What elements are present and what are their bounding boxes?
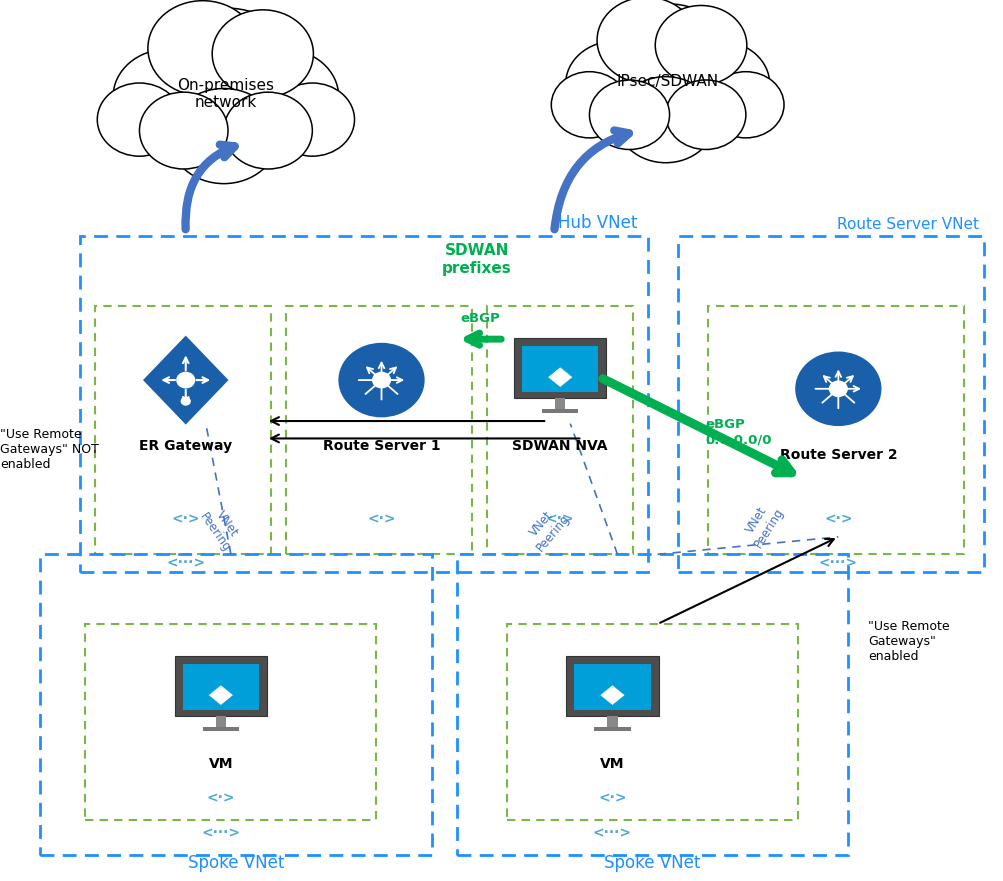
Text: <·>: <·> bbox=[546, 513, 574, 527]
Circle shape bbox=[565, 41, 664, 127]
Circle shape bbox=[597, 0, 695, 84]
Polygon shape bbox=[141, 334, 230, 426]
Text: <···>: <···> bbox=[818, 556, 857, 570]
Circle shape bbox=[655, 5, 746, 85]
Circle shape bbox=[337, 342, 425, 418]
Circle shape bbox=[212, 10, 313, 98]
Circle shape bbox=[665, 80, 745, 150]
Bar bbox=[507, 624, 797, 820]
FancyArrowPatch shape bbox=[271, 434, 579, 442]
Text: VNet
Peering: VNet Peering bbox=[738, 498, 786, 550]
Circle shape bbox=[147, 1, 257, 96]
Bar bbox=[183, 663, 259, 709]
Circle shape bbox=[793, 351, 882, 427]
Polygon shape bbox=[599, 685, 625, 706]
Text: VNet
Peering: VNet Peering bbox=[522, 502, 572, 554]
FancyArrowPatch shape bbox=[467, 333, 500, 345]
Circle shape bbox=[707, 71, 783, 138]
FancyArrowPatch shape bbox=[554, 130, 628, 229]
Bar bbox=[286, 306, 471, 554]
Circle shape bbox=[828, 381, 847, 396]
Circle shape bbox=[149, 8, 302, 140]
Circle shape bbox=[670, 41, 769, 127]
Circle shape bbox=[616, 77, 714, 163]
Text: Route Server 2: Route Server 2 bbox=[778, 448, 897, 462]
Text: <·>: <·> bbox=[598, 791, 626, 805]
Bar bbox=[203, 727, 239, 731]
Circle shape bbox=[97, 83, 182, 156]
Polygon shape bbox=[547, 366, 573, 388]
Text: <···>: <···> bbox=[202, 826, 240, 840]
Text: eBGP: eBGP bbox=[459, 312, 499, 325]
Bar bbox=[566, 656, 658, 716]
Text: IPsec/SDWAN: IPsec/SDWAN bbox=[616, 74, 718, 89]
FancyArrowPatch shape bbox=[271, 417, 544, 425]
Polygon shape bbox=[208, 685, 234, 706]
Circle shape bbox=[551, 71, 627, 138]
Bar bbox=[594, 727, 630, 731]
Text: Hub VNet: Hub VNet bbox=[558, 214, 637, 232]
Bar bbox=[677, 236, 983, 572]
Text: <·>: <·> bbox=[367, 513, 395, 527]
Bar bbox=[707, 306, 963, 554]
Text: eBGP
0.0.0.0/0: eBGP 0.0.0.0/0 bbox=[705, 418, 771, 447]
FancyArrowPatch shape bbox=[659, 539, 832, 623]
Text: <·>: <·> bbox=[172, 513, 200, 527]
Circle shape bbox=[177, 373, 195, 388]
Text: On-premises
network: On-premises network bbox=[178, 78, 274, 110]
Text: VM: VM bbox=[209, 758, 233, 771]
Circle shape bbox=[372, 373, 390, 388]
Circle shape bbox=[113, 49, 223, 144]
Circle shape bbox=[589, 80, 669, 150]
Circle shape bbox=[169, 88, 279, 183]
Text: VM: VM bbox=[600, 758, 624, 771]
Bar bbox=[175, 656, 267, 716]
Text: <·>: <·> bbox=[207, 791, 235, 805]
Circle shape bbox=[599, 4, 735, 123]
Bar bbox=[607, 716, 617, 727]
Text: <·>: <·> bbox=[823, 513, 852, 527]
Bar bbox=[456, 554, 848, 855]
Circle shape bbox=[224, 93, 312, 169]
Bar bbox=[514, 338, 606, 398]
FancyArrowPatch shape bbox=[186, 144, 235, 229]
Text: Route Server 1: Route Server 1 bbox=[322, 440, 440, 454]
Bar bbox=[574, 663, 650, 709]
Bar bbox=[486, 306, 632, 554]
Text: <···>: <···> bbox=[166, 556, 205, 570]
FancyArrowPatch shape bbox=[602, 379, 791, 473]
Text: "Use Remote
Gateways"
enabled: "Use Remote Gateways" enabled bbox=[868, 620, 949, 663]
Text: Route Server VNet: Route Server VNet bbox=[837, 217, 978, 232]
Circle shape bbox=[182, 397, 190, 405]
Bar bbox=[85, 624, 376, 820]
Text: <···>: <···> bbox=[593, 826, 631, 840]
Text: Spoke VNet: Spoke VNet bbox=[188, 855, 284, 872]
Text: ER Gateway: ER Gateway bbox=[139, 440, 232, 454]
Text: SDWAN NVA: SDWAN NVA bbox=[512, 440, 608, 454]
Circle shape bbox=[139, 93, 228, 169]
Bar bbox=[542, 409, 578, 413]
Bar bbox=[555, 398, 565, 409]
Bar bbox=[216, 716, 226, 727]
Bar bbox=[522, 345, 598, 391]
Text: SDWAN
prefixes: SDWAN prefixes bbox=[441, 243, 512, 276]
Text: VNet
Peering: VNet Peering bbox=[197, 502, 245, 554]
Circle shape bbox=[270, 83, 354, 156]
Text: "Use Remote
Gateways" NOT
enabled: "Use Remote Gateways" NOT enabled bbox=[0, 428, 98, 471]
Circle shape bbox=[229, 49, 338, 144]
Bar bbox=[95, 306, 271, 554]
Bar bbox=[40, 554, 431, 855]
Text: Spoke VNet: Spoke VNet bbox=[604, 855, 700, 872]
Bar bbox=[80, 236, 647, 572]
